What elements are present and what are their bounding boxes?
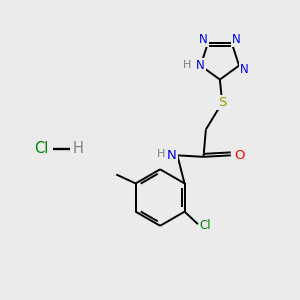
Text: H: H — [183, 60, 191, 70]
Text: N: N — [167, 149, 177, 162]
Text: N: N — [196, 59, 205, 72]
Text: H: H — [73, 141, 83, 156]
Text: N: N — [239, 63, 248, 76]
Text: Cl: Cl — [200, 219, 211, 232]
Text: Cl: Cl — [34, 141, 49, 156]
Text: S: S — [218, 96, 226, 109]
Text: N: N — [199, 33, 208, 46]
Text: N: N — [232, 33, 241, 46]
Text: H: H — [157, 148, 165, 159]
Text: O: O — [235, 149, 245, 162]
